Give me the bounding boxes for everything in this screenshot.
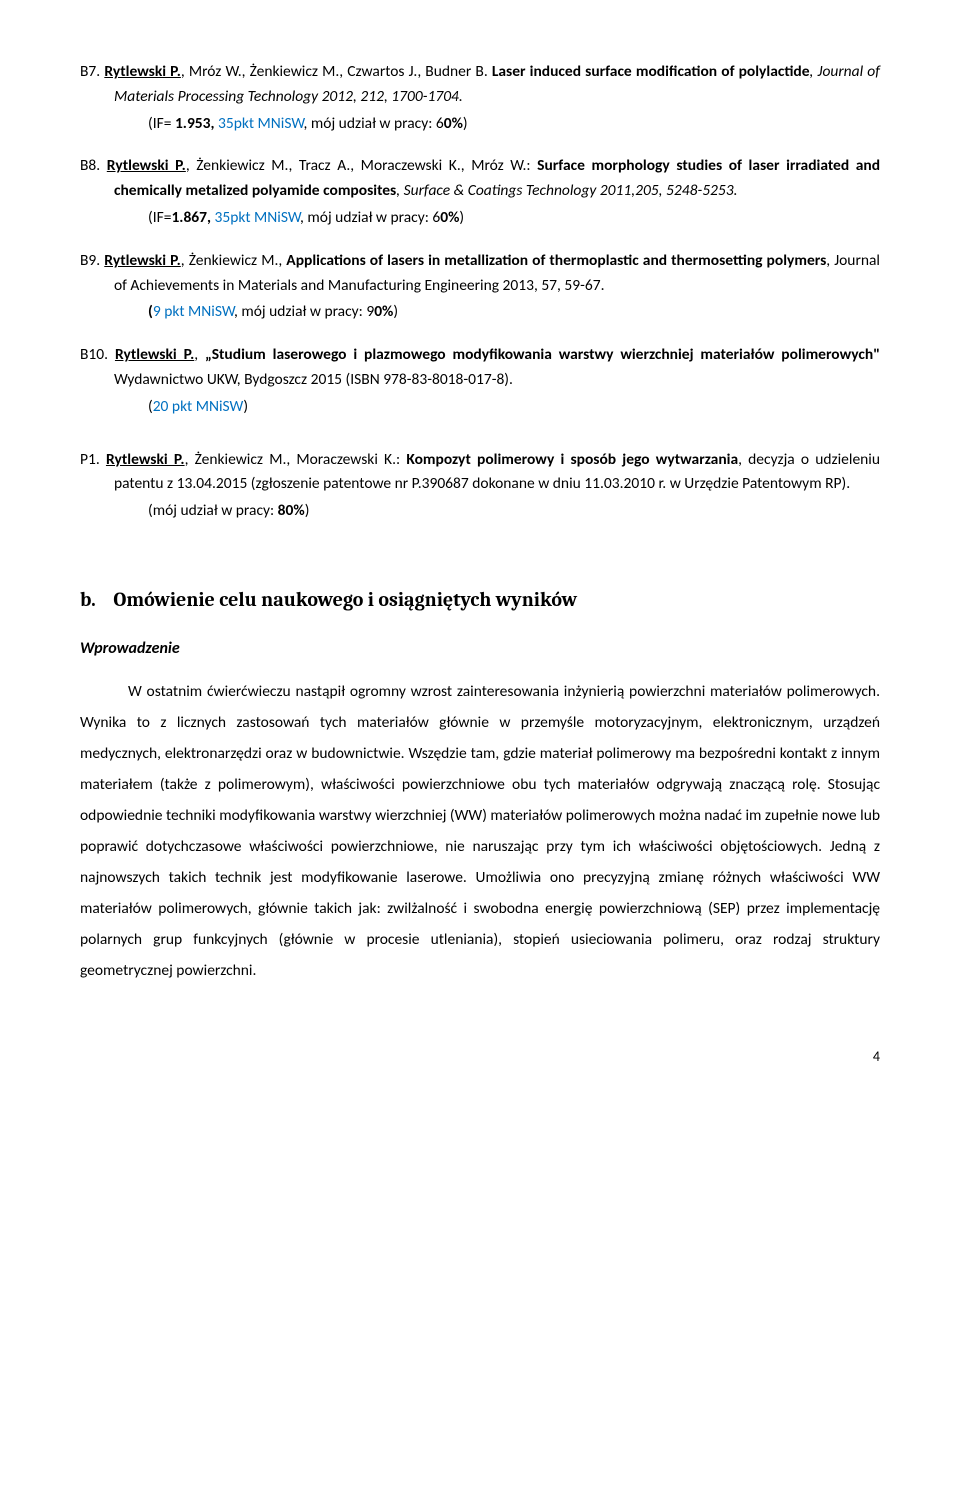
- entry-author-primary: Rytlewski P.: [115, 345, 194, 364]
- note-percent: 0%: [444, 114, 463, 133]
- note-close: ): [393, 302, 398, 321]
- entry-label: B9.: [80, 251, 100, 270]
- note-points: 20 pkt MNiSW: [153, 397, 244, 416]
- entry-note: (IF=1.867, 35pkt MNiSW, mój udział w pra…: [148, 206, 880, 231]
- note-points: 35pkt MNiSW: [211, 208, 300, 227]
- entry-author-primary: Rytlewski P.: [104, 251, 181, 270]
- entry-label: B7.: [80, 62, 100, 81]
- entry-label: B8.: [80, 156, 100, 175]
- entry-authors-rest: , Żenkiewicz M., Tracz A., Moraczewski K…: [186, 156, 537, 175]
- entry-author-primary: Rytlewski P.: [106, 450, 185, 469]
- section-subheading: Wprowadzenie: [80, 636, 880, 662]
- bibliography-entry-b8: B8. Rytlewski P., Żenkiewicz M., Tracz A…: [80, 154, 880, 230]
- note-pre: (mój udział w pracy:: [148, 501, 278, 520]
- note-pre: (IF=: [148, 208, 171, 227]
- note-close: ): [305, 501, 310, 520]
- entry-label: B10.: [80, 345, 108, 364]
- note-rest: , mój udział w pracy: 9: [234, 302, 374, 321]
- note-close: ): [243, 397, 248, 416]
- note-if: 1.953,: [175, 114, 215, 133]
- note-rest: , mój udział w pracy: 6: [300, 208, 440, 227]
- entry-title: Kompozyt polimerowy i sposób jego wytwar…: [406, 450, 738, 469]
- entry-author-primary: Rytlewski P.: [107, 156, 186, 175]
- entry-authors-rest: ,: [194, 345, 205, 364]
- page-number: 4: [80, 1046, 880, 1068]
- entry-title: Applications of lasers in metallization …: [286, 251, 826, 270]
- entry-authors-rest: , Żenkiewicz M., Moraczewski K.:: [185, 450, 407, 469]
- entry-note: (IF= 1.953, 35pkt MNiSW, mój udział w pr…: [148, 112, 880, 137]
- note-points: 9 pkt MNiSW: [153, 302, 234, 321]
- note-percent: 80%: [278, 501, 305, 520]
- section-title: Omówienie celu naukowego i osiągniętych …: [113, 588, 577, 611]
- entry-note: (20 pkt MNiSW): [148, 395, 880, 420]
- entry-title: „Studium laserowego i plazmowego modyfik…: [205, 345, 880, 364]
- note-close: ): [463, 114, 468, 133]
- entry-authors-rest: , Żenkiewicz M.,: [181, 251, 287, 270]
- note-close: ): [459, 208, 464, 227]
- section-letter: b.: [80, 588, 96, 611]
- note-percent: 0%: [374, 302, 393, 321]
- note-rest: , mój udział w pracy: 6: [304, 114, 444, 133]
- entry-label: P1.: [80, 450, 100, 469]
- bibliography-entry-b7: B7. Rytlewski P., Mróz W., Żenkiewicz M.…: [80, 60, 880, 136]
- entry-author-primary: Rytlewski P.: [104, 62, 181, 81]
- bibliography-entry-b10: B10. Rytlewski P., „Studium laserowego i…: [80, 343, 880, 419]
- entry-journal: , Surface & Coatings Technology 2011,205…: [396, 181, 737, 200]
- entry-title: Laser induced surface modification of po…: [492, 62, 810, 81]
- note-points: 35pkt MNiSW: [215, 114, 304, 133]
- note-pre: (IF=: [148, 114, 175, 133]
- bibliography-entry-b9: B9. Rytlewski P., Żenkiewicz M., Applica…: [80, 249, 880, 325]
- entry-journal: Wydawnictwo UKW, Bydgoszcz 2015 (ISBN 97…: [114, 370, 513, 389]
- entry-note: (9 pkt MNiSW, mój udział w pracy: 90%): [148, 300, 880, 325]
- entry-authors-rest: , Mróz W., Żenkiewicz M., Czwartos J., B…: [181, 62, 492, 81]
- entry-note: (mój udział w pracy: 80%): [148, 499, 880, 524]
- section-heading: b. Omówienie celu naukowego i osiągnięty…: [80, 584, 880, 616]
- note-percent: 0%: [440, 208, 459, 227]
- section-body: W ostatnim ćwierćwieczu nastąpił ogromny…: [80, 676, 880, 986]
- patent-entry-p1: P1. Rytlewski P., Żenkiewicz M., Moracze…: [80, 448, 880, 524]
- note-if: 1.867,: [171, 208, 211, 227]
